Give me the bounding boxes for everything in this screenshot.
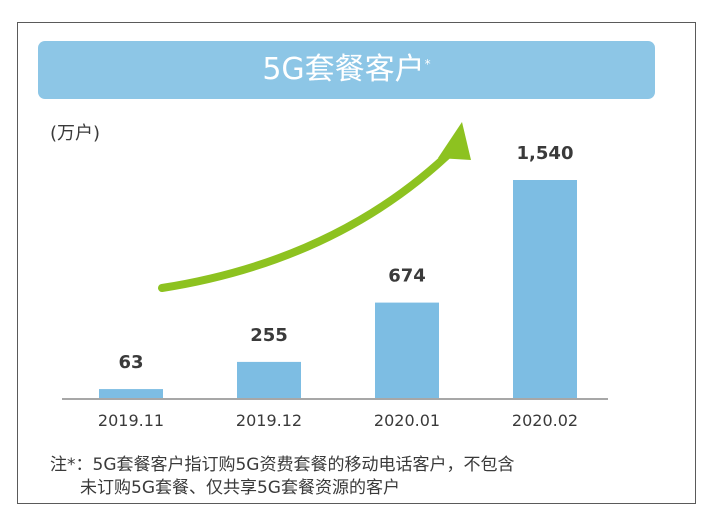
x-tick-label-2019.11: 2019.11 <box>98 411 164 430</box>
y-unit-label: (万户) <box>50 123 101 144</box>
chart-title: 5G套餐客户 <box>262 52 425 87</box>
trend-arrow-shaft <box>158 144 459 292</box>
x-tick-label-2019.12: 2019.12 <box>236 411 302 430</box>
title-banner: 5G套餐客户* <box>38 41 655 99</box>
trend-arrow-head <box>438 122 471 160</box>
bar-2019.11 <box>99 389 163 398</box>
bar-2019.12 <box>237 361 301 398</box>
value-label-2019.12: 255 <box>250 325 288 346</box>
footnote-line-1: 注*：5G套餐客户指订购5G资费套餐的移动电话客户，不包含 <box>50 455 515 475</box>
value-label-2019.11: 63 <box>118 352 143 373</box>
chart-frame <box>17 22 696 504</box>
x-tick-label-2020.02: 2020.02 <box>512 411 578 430</box>
bar-2020.02 <box>513 180 577 398</box>
value-label-2020.02: 1,540 <box>517 143 574 164</box>
value-label-2020.01: 674 <box>388 266 426 287</box>
bar-2020.01 <box>375 302 439 398</box>
title-footnote-mark: * <box>424 57 431 71</box>
x-tick-label-2020.01: 2020.01 <box>374 411 440 430</box>
trend-arrow <box>158 122 471 292</box>
chart-title-wrap: 5G套餐客户* <box>38 41 655 99</box>
footnote: 注*：5G套餐客户指订购5G资费套餐的移动电话客户，不包含 未订购5G套餐、仅共… <box>50 454 650 500</box>
footnote-line-2: 未订购5G套餐、仅共享5G套餐资源的客户 <box>80 478 400 498</box>
